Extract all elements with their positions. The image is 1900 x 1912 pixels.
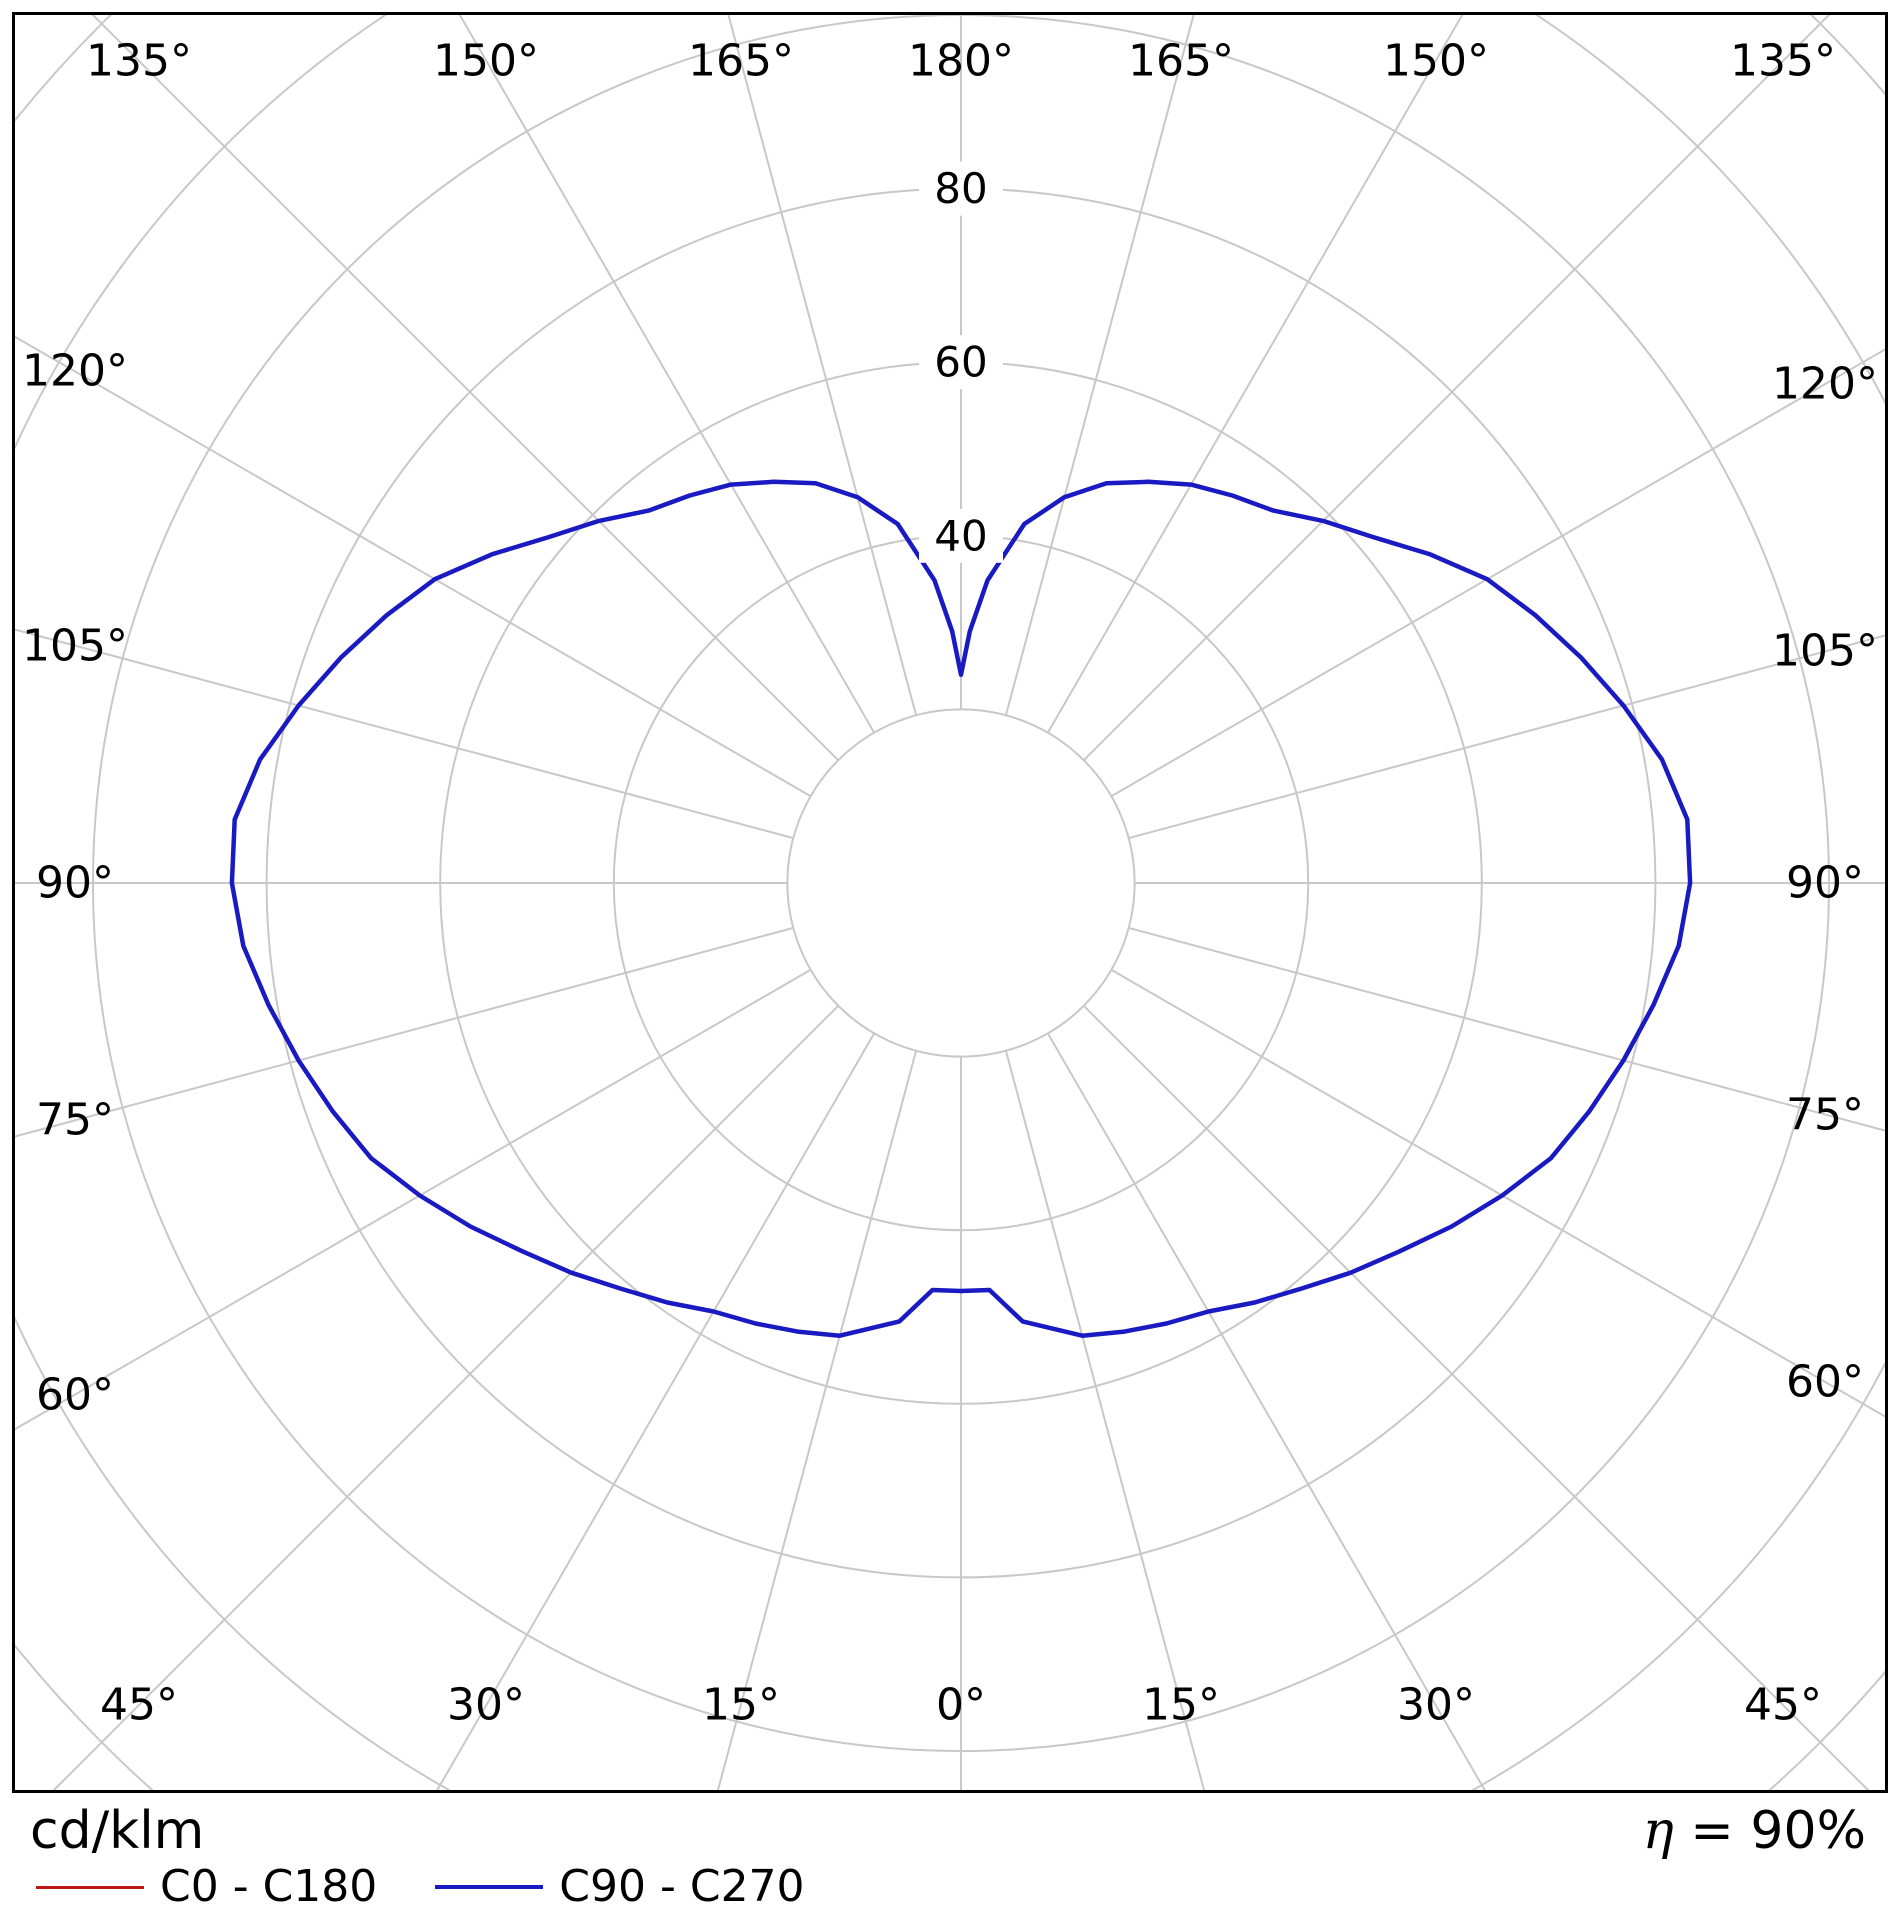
angle-label: 165° — [1128, 36, 1234, 87]
legend-swatch-c0-c180 — [36, 1885, 144, 1889]
angle-label: 15° — [1142, 1680, 1220, 1731]
radial-label-bg — [919, 335, 1003, 390]
polar-grid-spoke — [52, 1005, 839, 1790]
polar-grid-circle — [786, 708, 1136, 1058]
angle-label: 120° — [22, 346, 128, 397]
footer: cd/klm η = 90% C0 - C180 C90 - C270 — [0, 1793, 1900, 1909]
polar-grid-spoke — [727, 15, 918, 716]
angle-label: 150° — [1383, 36, 1489, 87]
polar-grid-spoke — [1083, 15, 1831, 761]
legend-swatch-c90-c270 — [435, 1885, 544, 1889]
polar-grid-circle — [15, 15, 1885, 1790]
angle-label: 135° — [86, 36, 192, 87]
polar-grid-circle — [15, 15, 1885, 1790]
polar-grid-spoke — [1110, 968, 1885, 1418]
polar-grid-spoke — [1083, 1005, 1870, 1790]
polar-grid-spoke — [436, 1032, 876, 1790]
polar-grid-spoke — [91, 15, 839, 761]
angle-label: 165° — [688, 36, 794, 87]
polar-grid-spoke — [1046, 1032, 1486, 1790]
polar-chart: 0° 15° 30° 45° 60° 75° 90° 105° 120° 135° 150° 165°… — [15, 15, 1885, 1790]
polar-grid-spoke — [1004, 15, 1195, 716]
polar-grid-spoke — [1128, 926, 1885, 1132]
radial-label: 80 — [934, 164, 987, 213]
radial-label: 60 — [934, 338, 987, 387]
legend-item-c0-c180: C0 - C180 — [36, 1865, 377, 1909]
angle-label: 120° — [1772, 359, 1878, 410]
angle-label: 75° — [1786, 1090, 1864, 1141]
radial-label: 40 — [934, 511, 987, 560]
polar-grid-spoke — [15, 968, 812, 1431]
angle-label: 30° — [447, 1680, 525, 1731]
polar-grid-spoke — [15, 628, 794, 840]
angle-label: 60° — [36, 1370, 114, 1421]
angle-label: 90° — [36, 858, 114, 909]
polar-grid-spoke — [1110, 348, 1885, 798]
polar-grid-spoke — [1046, 15, 1464, 734]
angle-label: 0° — [936, 1680, 986, 1731]
polar-grid-spoke — [15, 335, 812, 798]
radial-label-bg — [919, 161, 1003, 216]
curve-c90-c270 — [229, 479, 1693, 1338]
angle-label: 45° — [1744, 1680, 1822, 1731]
angle-label: 135° — [1730, 36, 1836, 87]
angle-label: 15° — [702, 1680, 780, 1731]
polar-grid-spoke — [716, 1050, 918, 1790]
polar-grid-spoke — [1004, 1050, 1206, 1790]
angle-label: 150° — [433, 36, 539, 87]
angle-label: 105° — [1772, 626, 1878, 677]
angle-label: 105° — [22, 621, 128, 672]
angle-label: 180° — [908, 36, 1014, 87]
eta-symbol: η — [1642, 1801, 1674, 1861]
legend-label-c0-c180: C0 - C180 — [160, 1861, 378, 1912]
angle-label: 90° — [1786, 858, 1864, 909]
angle-label: 75° — [36, 1095, 114, 1146]
angle-label: 60° — [1786, 1357, 1864, 1408]
efficiency-label: η = 90% — [1643, 1801, 1866, 1861]
polar-grid-spoke — [1128, 634, 1885, 840]
legend-item-c90-c270: C90 - C270 — [435, 1861, 805, 1912]
polar-grid-spoke — [15, 926, 794, 1138]
efficiency-value: = 90% — [1673, 1801, 1866, 1861]
angle-label: 45° — [100, 1680, 178, 1731]
radial-label-bg — [919, 508, 1003, 563]
polar-grid-spoke — [458, 15, 876, 734]
legend-label-c90-c270: C90 - C270 — [559, 1861, 805, 1912]
unit-label: cd/klm — [30, 1801, 205, 1861]
angle-label: 30° — [1397, 1680, 1475, 1731]
legend: C0 - C180 C90 - C270 — [36, 1865, 805, 1909]
polar-diagram-frame: 0° 15° 30° 45° 60° 75° 90° 105° 120° 135° 150° 165°… — [12, 12, 1888, 1793]
